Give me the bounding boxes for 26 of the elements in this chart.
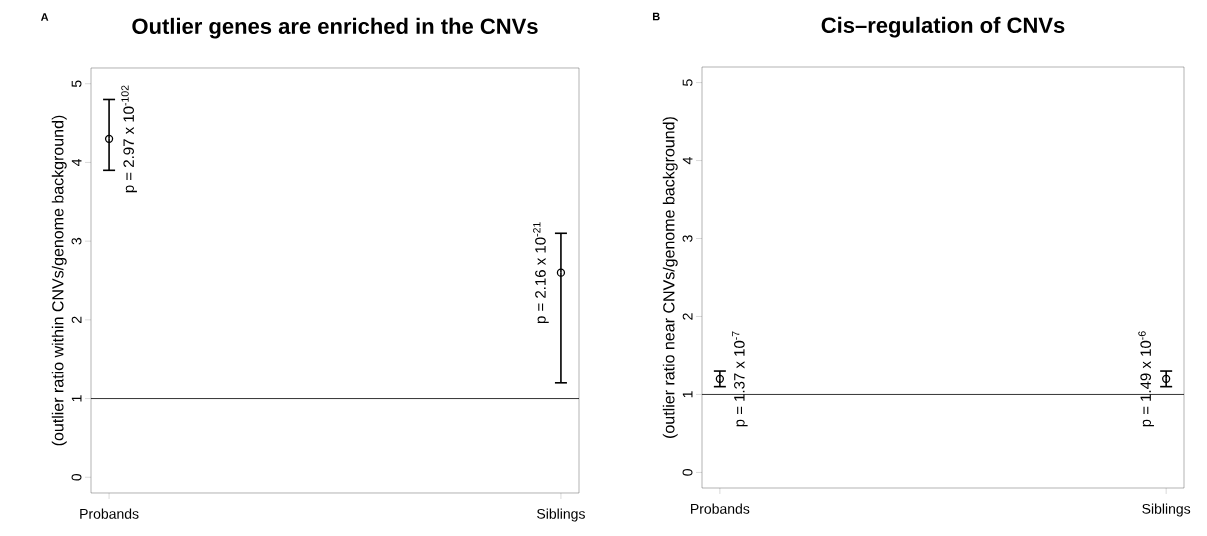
y-tick-label: 2 xyxy=(71,316,82,324)
y-tick-label: 5 xyxy=(682,79,693,86)
x-tick-label: Siblings xyxy=(537,508,585,522)
text: A xyxy=(40,13,49,21)
y-tick-label: 0 xyxy=(71,473,82,481)
annotation: p = 1.49 x 10$^{-6}$ xyxy=(1138,331,1154,427)
chart-title: Outlier genes are enriched in the CNVs xyxy=(132,17,538,39)
y-tick-label: 3 xyxy=(682,235,693,242)
y-tick-label: 3 xyxy=(71,237,82,245)
y-tick-label: 1 xyxy=(682,391,693,398)
y-tick-label: 1 xyxy=(71,395,82,402)
y-tick-label: 4 xyxy=(682,157,693,165)
y-tick-label: 5 xyxy=(71,80,82,88)
y-axis-title: (outlier ratio within CNVs/genome background) xyxy=(51,115,67,446)
y-tick-label: 2 xyxy=(682,313,693,320)
chart-title: Cis–regulation of CNVs xyxy=(821,16,1065,38)
annotation: p = 1.37 x 10$^{-7}$ xyxy=(732,331,748,427)
text: B xyxy=(652,12,660,21)
x-tick-label: Probands xyxy=(691,503,750,514)
y-tick-label: 4 xyxy=(71,158,82,167)
y-tick-label: 0 xyxy=(682,469,693,476)
y-axis-title: (outlier ratio near CNVs/genome background) xyxy=(662,117,678,438)
annotation: p = 2.16 x 10$^{-21}$ xyxy=(533,222,549,324)
x-tick-label: Probands xyxy=(80,508,139,519)
x-tick-label: Siblings xyxy=(1142,503,1191,517)
annotation: p = 2.97 x 10$^{-102}$ xyxy=(121,85,137,193)
